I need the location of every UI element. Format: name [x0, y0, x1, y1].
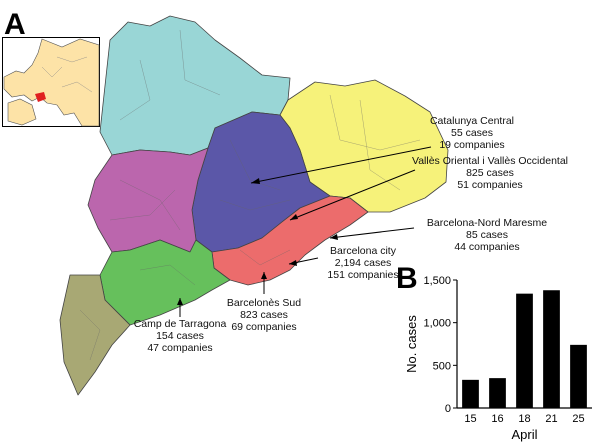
panel-a-letter: A	[4, 8, 26, 41]
label-valles: Vallès Oriental i Vallès Occidental 825 c…	[411, 155, 568, 191]
bar	[462, 379, 479, 408]
x-tick-label: 21	[545, 413, 557, 425]
x-axis-label: April	[511, 427, 537, 442]
label-barcelones-sud: Barcelonès Sud 823 cases 69 companies	[226, 297, 302, 333]
label-barcelona-city: Barcelona city 2,194 cases 151 companies	[327, 245, 399, 281]
label-catalunya-central: Catalunya Central 55 cases 19 companies	[429, 115, 515, 151]
bar	[543, 290, 560, 408]
label-barcelona-nord: Barcelona-Nord Maresme 85 cases 44 compani…	[426, 217, 548, 253]
europe-inset-map	[2, 37, 100, 127]
y-tick-label: 0	[445, 403, 451, 415]
region-camp-de-tarragona	[99, 239, 231, 326]
bar-chart: 0 500 1,000 1,500 15 16 18 21 25 April No. cases	[404, 275, 592, 442]
x-tick-label: 15	[464, 413, 476, 425]
bar	[489, 378, 506, 408]
x-tick-label: 18	[518, 413, 530, 425]
y-tick-label: 1,500	[423, 275, 451, 287]
region-ponent	[87, 147, 209, 253]
region-terres-de-lebre	[59, 274, 131, 396]
x-tick-label: 16	[491, 413, 503, 425]
catalonia-highlight	[35, 92, 46, 102]
label-camp-tarragona: Camp de Tarragona 154 cases 47 companies	[133, 318, 227, 354]
y-tick-label: 500	[433, 360, 451, 372]
y-axis-label: No. cases	[404, 315, 419, 373]
x-tick-label: 25	[572, 413, 584, 425]
y-tick-label: 1,000	[423, 318, 451, 330]
panel-b-letter: B	[396, 262, 418, 295]
bar	[570, 344, 587, 408]
bar	[516, 293, 533, 408]
